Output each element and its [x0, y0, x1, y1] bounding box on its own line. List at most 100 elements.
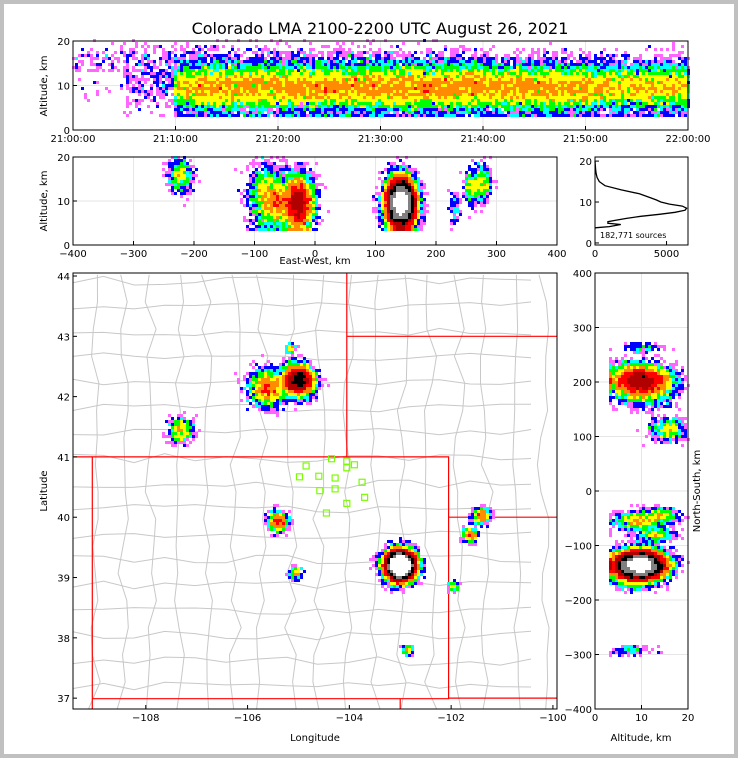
time-height-density-cell	[201, 78, 204, 81]
time-height-density-cell	[666, 87, 669, 90]
ns-density-cell	[648, 384, 651, 387]
ew-density-cell	[315, 183, 318, 186]
ns-density-cell	[672, 435, 675, 438]
ns-density-cell	[609, 582, 612, 585]
time-height-density-cell	[639, 84, 642, 87]
map-density-cell	[411, 561, 414, 564]
ns-density-cell	[675, 363, 678, 366]
ns-density-cell	[609, 576, 612, 579]
ns-density-cell	[654, 552, 657, 555]
map-density-cell	[270, 534, 273, 537]
ew-density-cell	[306, 189, 309, 192]
map-density-cell	[489, 507, 492, 510]
time-height-density-cell	[195, 96, 198, 99]
time-height-density-cell	[228, 87, 231, 90]
county-line	[72, 681, 532, 691]
ns-density-cell	[618, 510, 621, 513]
ns-density-cell	[639, 345, 642, 348]
ew-density-cell	[390, 222, 393, 225]
time-height-density-cell	[192, 105, 195, 108]
ns-density-cell	[621, 360, 624, 363]
ns-density-cell	[642, 588, 645, 591]
ns-density-cell	[627, 528, 630, 531]
ns-density-cell	[639, 348, 642, 351]
time-height-density-cell	[432, 102, 435, 105]
time-height-density-cell	[648, 90, 651, 93]
map-density-cell	[300, 387, 303, 390]
time-height-density-cell	[360, 105, 363, 108]
time-height-density-cell	[336, 87, 339, 90]
time-height-density-cell	[303, 90, 306, 93]
ns-density-cell	[654, 573, 657, 576]
time-height-density-cell	[525, 69, 528, 72]
time-height-density-cell	[462, 84, 465, 87]
time-height-density-cell	[447, 87, 450, 90]
time-height-density-cell	[471, 72, 474, 75]
ew-density-cell	[414, 204, 417, 207]
map-density-cell	[288, 396, 291, 399]
time-height-density-cell	[402, 72, 405, 75]
ew-density-cell	[270, 228, 273, 231]
ew-density-cell	[279, 165, 282, 168]
time-height-density-cell	[474, 105, 477, 108]
time-height-density-cell	[315, 90, 318, 93]
ns-density-cell	[621, 513, 624, 516]
time-height-density-cell	[279, 90, 282, 93]
time-height-density-cell	[294, 90, 297, 93]
map-density-cell	[387, 558, 390, 561]
time-height-density-cell	[477, 78, 480, 81]
ew-density-cell	[243, 219, 246, 222]
ns-density-cell	[633, 585, 636, 588]
time-height-density-cell	[591, 99, 594, 102]
time-height-density-cell	[570, 84, 573, 87]
time-height-density-cell	[468, 60, 471, 63]
map-density-cell	[378, 567, 381, 570]
map-density-cell	[297, 375, 300, 378]
time-height-density-cell	[369, 66, 372, 69]
ns-density-cell	[657, 651, 660, 654]
time-height-density-cell	[393, 87, 396, 90]
time-height-density-cell	[462, 99, 465, 102]
map-density-cell	[408, 651, 411, 654]
ew-density-cell	[471, 207, 474, 210]
ns-density-cell	[648, 552, 651, 555]
ew-density-cell	[246, 189, 249, 192]
ns-density-cell	[675, 372, 678, 375]
time-height-density-cell	[216, 84, 219, 87]
map-density-cell	[183, 438, 186, 441]
time-height-density-cell	[312, 99, 315, 102]
time-height-density-cell	[456, 93, 459, 96]
ns-density-cell	[642, 537, 645, 540]
ew-density-cell	[267, 186, 270, 189]
time-height-density-cell	[498, 96, 501, 99]
map-density-cell	[291, 564, 294, 567]
map-density-cell	[294, 375, 297, 378]
county-line	[342, 274, 354, 710]
map-density-cell	[420, 558, 423, 561]
ew-density-cell	[279, 180, 282, 183]
county-line	[72, 554, 532, 565]
ns-density-cell	[609, 531, 612, 534]
ew-density-cell	[255, 186, 258, 189]
ns-density-cell	[654, 354, 657, 357]
ns-density-cell	[612, 366, 615, 369]
time-height-density-cell	[543, 90, 546, 93]
map-density-cell	[402, 570, 405, 573]
time-height-density-cell	[342, 102, 345, 105]
ew-density-cell	[168, 171, 171, 174]
map-density-cell	[474, 513, 477, 516]
time-height-density-cell	[594, 90, 597, 93]
ew-density-cell	[249, 192, 252, 195]
ns-density-cell	[663, 381, 666, 384]
time-height-density-cell	[183, 99, 186, 102]
ew-density-cell	[309, 171, 312, 174]
time-height-density-cell	[357, 72, 360, 75]
map-density-cell	[192, 420, 195, 423]
map-density-cell	[282, 393, 285, 396]
time-height-density-cell	[417, 96, 420, 99]
map-density-cell	[468, 528, 471, 531]
ew-density-cell	[393, 219, 396, 222]
ew-density-cell	[465, 189, 468, 192]
ew-density-cell	[378, 195, 381, 198]
time-height-density-cell	[603, 90, 606, 93]
